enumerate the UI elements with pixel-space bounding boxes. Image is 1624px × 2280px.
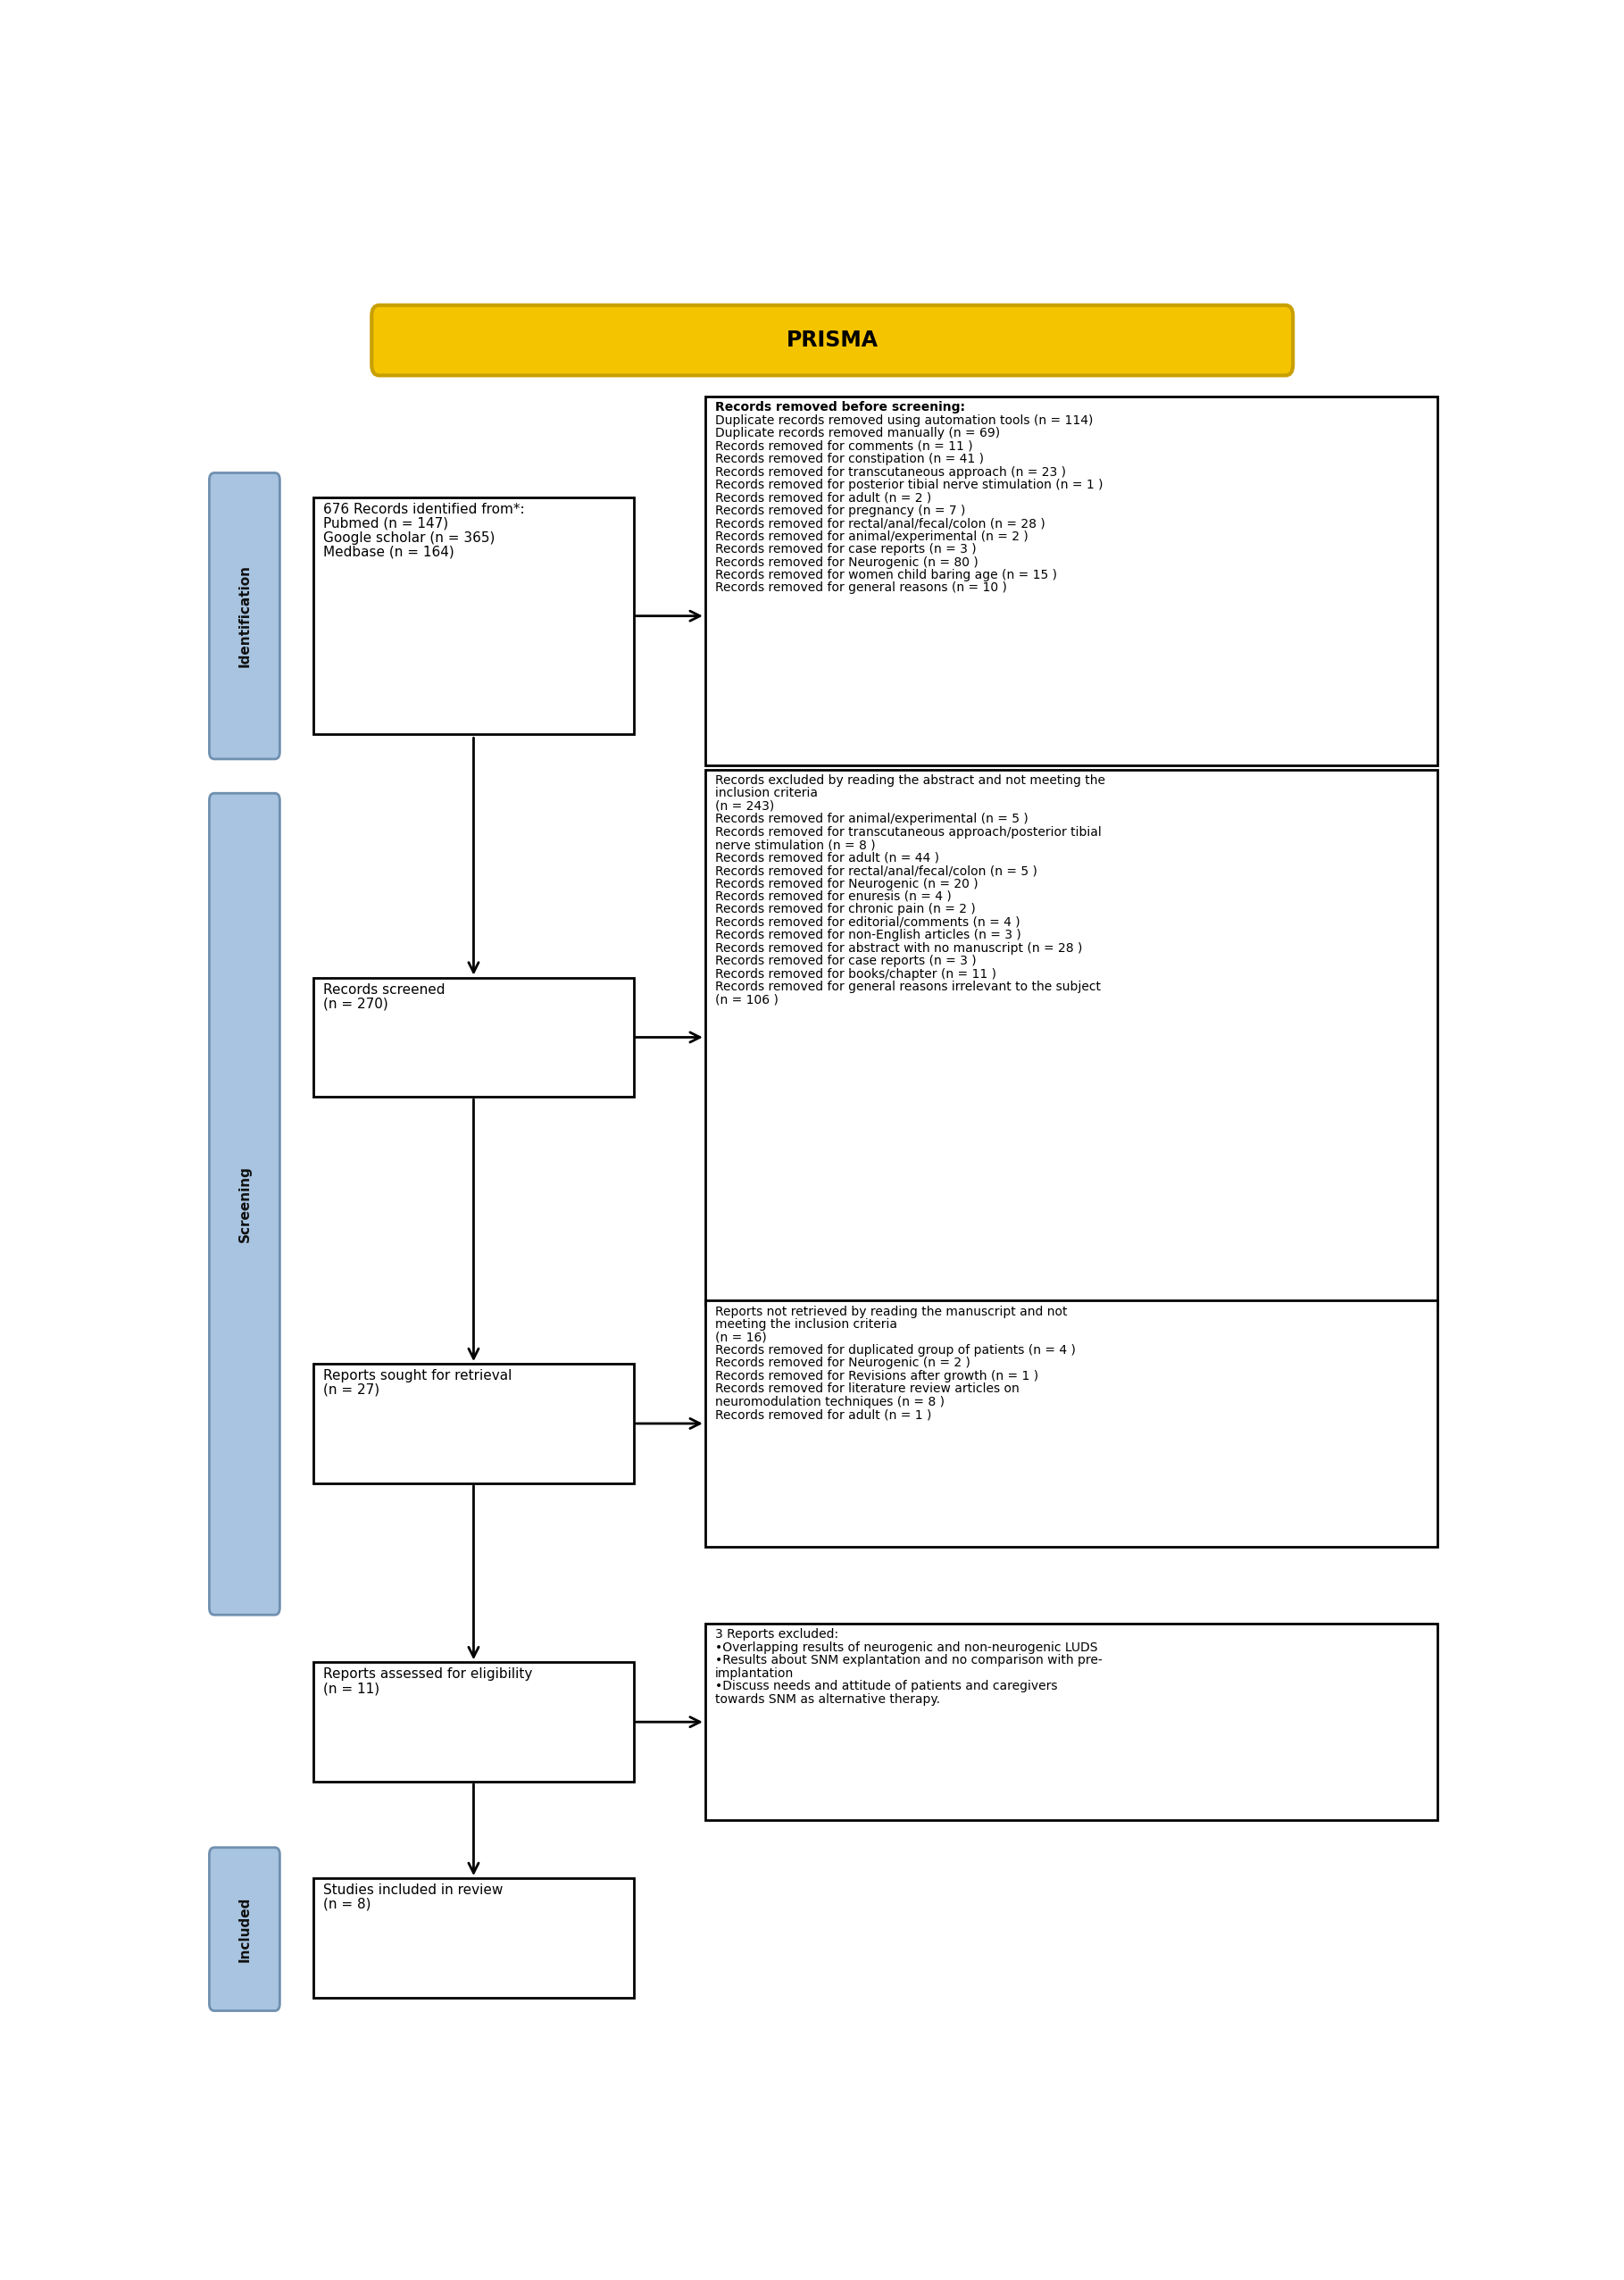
Text: Records removed for abstract with no manuscript (n = 28 ): Records removed for abstract with no man… — [715, 942, 1083, 955]
Text: Records removed for enuresis (n = 4 ): Records removed for enuresis (n = 4 ) — [715, 891, 952, 903]
Text: (n = 16): (n = 16) — [715, 1332, 767, 1343]
Text: Records excluded by reading the abstract and not meeting the: Records excluded by reading the abstract… — [715, 775, 1106, 787]
FancyBboxPatch shape — [209, 472, 279, 759]
Text: •Results about SNM explantation and no comparison with pre-: •Results about SNM explantation and no c… — [715, 1655, 1103, 1667]
FancyBboxPatch shape — [313, 1879, 633, 1997]
FancyBboxPatch shape — [705, 771, 1437, 1304]
Text: Reports not retrieved by reading the manuscript and not: Reports not retrieved by reading the man… — [715, 1306, 1067, 1318]
Text: Records removed for adult (n = 1 ): Records removed for adult (n = 1 ) — [715, 1409, 932, 1420]
Text: Records removed for rectal/anal/fecal/colon (n = 5 ): Records removed for rectal/anal/fecal/co… — [715, 864, 1038, 878]
Text: Records removed for editorial/comments (n = 4 ): Records removed for editorial/comments (… — [715, 917, 1020, 928]
Text: Records removed for case reports (n = 3 ): Records removed for case reports (n = 3 … — [715, 955, 976, 967]
Text: Records removed for duplicated group of patients (n = 4 ): Records removed for duplicated group of … — [715, 1345, 1075, 1357]
Text: Screening: Screening — [237, 1165, 252, 1243]
Text: Records removed for case reports (n = 3 ): Records removed for case reports (n = 3 … — [715, 543, 976, 556]
Text: Records removed for women child baring age (n = 15 ): Records removed for women child baring a… — [715, 570, 1057, 581]
Text: Records removed for rectal/anal/fecal/colon (n = 28 ): Records removed for rectal/anal/fecal/co… — [715, 518, 1046, 529]
FancyBboxPatch shape — [705, 1623, 1437, 1819]
FancyBboxPatch shape — [209, 793, 279, 1614]
Text: Studies included in review: Studies included in review — [323, 1883, 503, 1897]
Text: Records removed for literature review articles on: Records removed for literature review ar… — [715, 1382, 1020, 1395]
Text: Records removed for general reasons (n = 10 ): Records removed for general reasons (n =… — [715, 581, 1007, 595]
Text: towards SNM as alternative therapy.: towards SNM as alternative therapy. — [715, 1694, 940, 1705]
Text: Records removed for Neurogenic (n = 2 ): Records removed for Neurogenic (n = 2 ) — [715, 1357, 971, 1370]
Text: Duplicate records removed manually (n = 69): Duplicate records removed manually (n = … — [715, 426, 1000, 440]
Text: (n = 243): (n = 243) — [715, 800, 775, 812]
Text: Reports assessed for eligibility: Reports assessed for eligibility — [323, 1667, 533, 1680]
Text: inclusion criteria: inclusion criteria — [715, 787, 818, 800]
Text: (n = 8): (n = 8) — [323, 1897, 370, 1911]
Text: Records removed for chronic pain (n = 2 ): Records removed for chronic pain (n = 2 … — [715, 903, 976, 917]
Text: Records removed for Revisions after growth (n = 1 ): Records removed for Revisions after grow… — [715, 1370, 1039, 1382]
Text: (n = 106 ): (n = 106 ) — [715, 994, 778, 1005]
Text: Included: Included — [237, 1897, 252, 1961]
Text: (n = 11): (n = 11) — [323, 1683, 380, 1694]
FancyBboxPatch shape — [313, 497, 633, 734]
Text: Records removed for posterior tibial nerve stimulation (n = 1 ): Records removed for posterior tibial ner… — [715, 479, 1103, 490]
FancyBboxPatch shape — [705, 397, 1437, 766]
FancyBboxPatch shape — [372, 306, 1293, 376]
Text: Duplicate records removed using automation tools (n = 114): Duplicate records removed using automati… — [715, 415, 1093, 426]
Text: Records removed for animal/experimental (n = 2 ): Records removed for animal/experimental … — [715, 531, 1028, 543]
Text: Records removed for transcutaneous approach/posterior tibial: Records removed for transcutaneous appro… — [715, 825, 1101, 839]
Text: implantation: implantation — [715, 1667, 794, 1680]
Text: meeting the inclusion criteria: meeting the inclusion criteria — [715, 1318, 898, 1332]
FancyBboxPatch shape — [313, 1662, 633, 1781]
Text: neuromodulation techniques (n = 8 ): neuromodulation techniques (n = 8 ) — [715, 1395, 945, 1409]
Text: 3 Reports excluded:: 3 Reports excluded: — [715, 1628, 838, 1642]
Text: Records removed for transcutaneous approach (n = 23 ): Records removed for transcutaneous appro… — [715, 465, 1065, 479]
Text: Records removed for Neurogenic (n = 20 ): Records removed for Neurogenic (n = 20 ) — [715, 878, 978, 889]
Text: PRISMA: PRISMA — [786, 331, 879, 351]
Text: •Overlapping results of neurogenic and non-neurogenic LUDS: •Overlapping results of neurogenic and n… — [715, 1642, 1098, 1653]
FancyBboxPatch shape — [209, 1847, 279, 2011]
Text: Reports sought for retrieval: Reports sought for retrieval — [323, 1368, 512, 1382]
Text: Records removed before screening:: Records removed before screening: — [715, 401, 965, 413]
Text: Records removed for general reasons irrelevant to the subject: Records removed for general reasons irre… — [715, 980, 1101, 994]
Text: Google scholar (n = 365): Google scholar (n = 365) — [323, 531, 495, 545]
Text: Records removed for non-English articles (n = 3 ): Records removed for non-English articles… — [715, 928, 1021, 942]
Text: Identification: Identification — [237, 565, 252, 668]
FancyBboxPatch shape — [313, 1363, 633, 1484]
Text: Records removed for animal/experimental (n = 5 ): Records removed for animal/experimental … — [715, 814, 1028, 825]
Text: Records removed for comments (n = 11 ): Records removed for comments (n = 11 ) — [715, 440, 973, 451]
Text: Records removed for books/chapter (n = 11 ): Records removed for books/chapter (n = 1… — [715, 967, 997, 980]
Text: (n = 27): (n = 27) — [323, 1384, 380, 1398]
Text: Records screened: Records screened — [323, 983, 445, 996]
Text: Records removed for pregnancy (n = 7 ): Records removed for pregnancy (n = 7 ) — [715, 504, 966, 518]
Text: Records removed for constipation (n = 41 ): Records removed for constipation (n = 41… — [715, 454, 984, 465]
Text: Medbase (n = 164): Medbase (n = 164) — [323, 545, 455, 559]
Text: Records removed for adult (n = 44 ): Records removed for adult (n = 44 ) — [715, 853, 939, 864]
Text: nerve stimulation (n = 8 ): nerve stimulation (n = 8 ) — [715, 839, 875, 850]
FancyBboxPatch shape — [705, 1300, 1437, 1546]
Text: Records removed for adult (n = 2 ): Records removed for adult (n = 2 ) — [715, 492, 932, 504]
Text: Records removed for Neurogenic (n = 80 ): Records removed for Neurogenic (n = 80 ) — [715, 556, 978, 568]
FancyBboxPatch shape — [313, 978, 633, 1097]
Text: 676 Records identified from*:: 676 Records identified from*: — [323, 502, 525, 515]
Text: Pubmed (n = 147): Pubmed (n = 147) — [323, 518, 448, 531]
Text: •Discuss needs and attitude of patients and caregivers: •Discuss needs and attitude of patients … — [715, 1680, 1057, 1692]
Text: (n = 270): (n = 270) — [323, 996, 388, 1010]
